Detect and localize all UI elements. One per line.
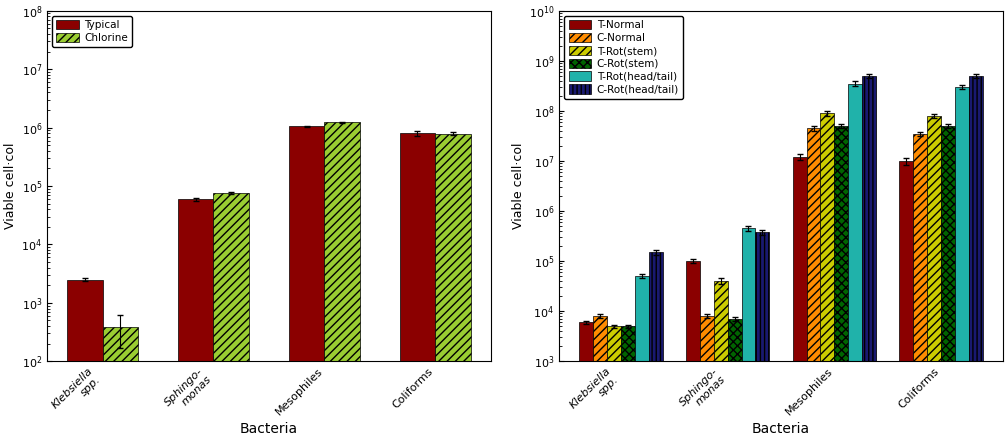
- Bar: [607, 326, 621, 440]
- Bar: [848, 84, 862, 440]
- Bar: [955, 87, 969, 440]
- Bar: [579, 323, 593, 440]
- Bar: [862, 76, 876, 440]
- Bar: [807, 128, 821, 440]
- Bar: [755, 232, 769, 440]
- Bar: [913, 134, 927, 440]
- Y-axis label: Viable cell·col: Viable cell·col: [512, 143, 525, 229]
- Bar: [927, 116, 942, 440]
- Legend: Typical, Chlorine: Typical, Chlorine: [52, 16, 132, 48]
- Bar: [686, 261, 700, 440]
- Bar: [969, 76, 983, 440]
- Bar: [793, 157, 807, 440]
- Bar: [821, 113, 835, 440]
- Bar: [700, 316, 714, 440]
- Bar: [324, 122, 359, 440]
- Bar: [289, 126, 324, 440]
- Bar: [400, 133, 435, 440]
- Bar: [899, 161, 913, 440]
- X-axis label: Bacteria: Bacteria: [752, 422, 810, 436]
- Bar: [714, 281, 728, 440]
- X-axis label: Bacteria: Bacteria: [240, 422, 298, 436]
- Bar: [942, 126, 955, 440]
- Bar: [103, 327, 138, 440]
- Bar: [728, 319, 741, 440]
- Bar: [634, 276, 649, 440]
- Bar: [649, 252, 663, 440]
- Bar: [213, 193, 249, 440]
- Bar: [741, 228, 755, 440]
- Bar: [178, 199, 213, 440]
- Legend: T-Normal, C-Normal, T-Rot(stem), C-Rot(stem), T-Rot(head/tail), C-Rot(head/tail): T-Normal, C-Normal, T-Rot(stem), C-Rot(s…: [564, 16, 683, 99]
- Bar: [835, 126, 848, 440]
- Bar: [435, 134, 470, 440]
- Bar: [593, 316, 607, 440]
- Bar: [67, 279, 103, 440]
- Y-axis label: Viable cell·col: Viable cell·col: [4, 143, 17, 229]
- Bar: [621, 326, 634, 440]
